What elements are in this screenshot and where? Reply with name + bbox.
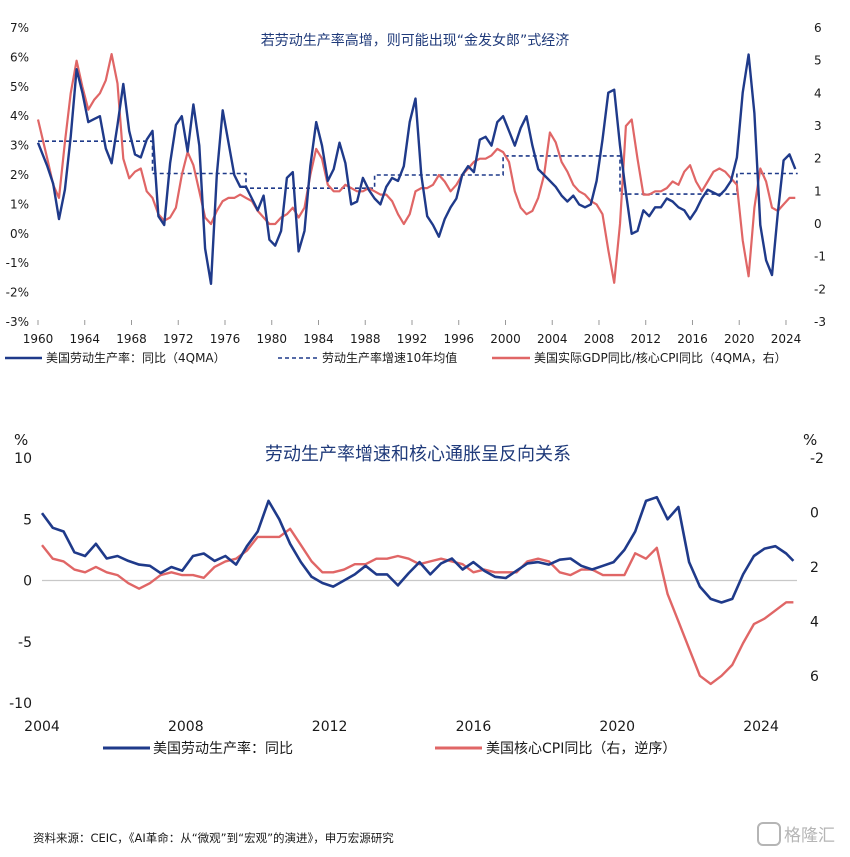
x-tick-label: 2012 bbox=[312, 719, 348, 735]
x-tick-label: 1976 bbox=[210, 332, 241, 346]
chart2-left-unit: % bbox=[14, 431, 28, 449]
x-tick-label: 2008 bbox=[168, 719, 204, 735]
y-left-tick-label: 5% bbox=[10, 80, 29, 94]
chart1-title: 若劳动生产率高增，则可能出现“金发女郎”式经济 bbox=[261, 32, 570, 49]
watermark-icon bbox=[757, 822, 781, 846]
legend-label-cpi: 美国核心CPI同比（右，逆序） bbox=[486, 741, 676, 757]
y-right-tick-label: 2 bbox=[810, 560, 819, 576]
y-left-tick-label: 4% bbox=[10, 109, 29, 123]
chart2-left-axis: 10 5 0 -5 -10 bbox=[9, 451, 32, 712]
y-left-tick-label: 6% bbox=[10, 50, 29, 64]
y-right-tick-label: 0 bbox=[814, 217, 822, 231]
x-tick-label: 1992 bbox=[397, 332, 428, 346]
x-tick-label: 1960 bbox=[23, 332, 54, 346]
y-right-tick-label: -1 bbox=[814, 250, 826, 264]
x-tick-label: 1980 bbox=[256, 332, 287, 346]
y-right-tick-label: 6 bbox=[814, 21, 822, 35]
y-right-tick-label: -3 bbox=[814, 315, 826, 329]
series-gdp-cpi-ratio-line bbox=[36, 53, 796, 284]
x-tick-label: 2016 bbox=[456, 719, 492, 735]
y-left-tick-label: -3% bbox=[6, 315, 29, 329]
y-left-tick-label: 3% bbox=[10, 139, 29, 153]
chart2-right-unit: % bbox=[803, 431, 817, 449]
y-right-tick-label: 3 bbox=[814, 119, 822, 133]
y-right-tick-label: -2 bbox=[810, 451, 824, 467]
y-left-tick-label: 0% bbox=[10, 227, 29, 241]
y-left-tick-label: -5 bbox=[18, 635, 32, 651]
y-right-tick-label: 6 bbox=[810, 669, 819, 685]
y-left-tick-label: -10 bbox=[9, 696, 32, 712]
watermark-logo: 格隆汇 bbox=[757, 822, 835, 846]
y-right-tick-label: 4 bbox=[814, 86, 822, 100]
chart2-title: 劳动生产率增速和核心通胀呈反向关系 bbox=[265, 444, 571, 465]
x-tick-label: 2004 bbox=[24, 719, 60, 735]
x-tick-label: 2020 bbox=[724, 332, 755, 346]
y-left-tick-label: 0 bbox=[23, 574, 32, 590]
y-left-tick-label: -1% bbox=[6, 256, 29, 270]
x-tick-label: 1964 bbox=[69, 332, 100, 346]
x-tick-label: 1984 bbox=[303, 332, 334, 346]
y-right-tick-label: 0 bbox=[810, 505, 819, 521]
chart2-right-axis: -2 0 2 4 6 bbox=[810, 451, 824, 685]
y-right-tick-label: 4 bbox=[810, 614, 819, 630]
x-tick-label: 2016 bbox=[677, 332, 708, 346]
y-right-tick-label: 1 bbox=[814, 184, 822, 198]
x-tick-label: 2020 bbox=[599, 719, 635, 735]
legend-label-productivity-2: 美国劳动生产率：同比 bbox=[153, 740, 293, 757]
chart1-right-axis: 6 5 4 3 2 1 0 -1 -2 -3 bbox=[814, 21, 826, 329]
series-productivity-line-2 bbox=[40, 495, 795, 604]
legend-label-ratio: 美国实际GDP同比/核心CPI同比（4QMA，右） bbox=[534, 350, 787, 365]
chart-productivity-vs-gdp-cpi: 若劳动生产率高增，则可能出现“金发女郎”式经济 7% 6% 5% 4% 3% 2% 1% 0%… bbox=[5, 21, 826, 365]
y-right-tick-label: -2 bbox=[814, 282, 826, 296]
x-tick-label: 2004 bbox=[537, 332, 568, 346]
legend-label-productivity: 美国劳动生产率：同比（4QMA） bbox=[46, 350, 226, 365]
x-tick-label: 2024 bbox=[743, 719, 779, 735]
series-productivity-line bbox=[36, 53, 797, 285]
chart2-legend: 美国劳动生产率：同比 美国核心CPI同比（右，逆序） bbox=[103, 740, 676, 757]
chart1-plot-area bbox=[36, 53, 798, 285]
watermark-text: 格隆汇 bbox=[784, 826, 835, 846]
x-tick-label: 2024 bbox=[771, 332, 802, 346]
x-tick-label: 2012 bbox=[630, 332, 661, 346]
chart2-plot-area bbox=[40, 495, 797, 686]
x-tick-label: 2008 bbox=[584, 332, 615, 346]
x-tick-label: 1968 bbox=[116, 332, 147, 346]
source-note: 资料来源：CEIC，《AI革命：从“微观”到“宏观”的演进》，申万宏源研究 bbox=[33, 831, 394, 845]
y-right-tick-label: 2 bbox=[814, 152, 822, 166]
series-core-cpi-line bbox=[41, 527, 794, 686]
legend-label-avg10: 劳动生产率增速10年均值 bbox=[322, 350, 457, 365]
y-left-tick-label: 1% bbox=[10, 197, 29, 211]
y-left-tick-label: 10 bbox=[14, 451, 32, 467]
series-avg10-line bbox=[38, 140, 798, 195]
x-tick-label: 1972 bbox=[163, 332, 194, 346]
chart1-left-axis: 7% 6% 5% 4% 3% 2% 1% 0% -1% -2% -3% bbox=[6, 21, 29, 329]
y-left-tick-label: -2% bbox=[6, 286, 29, 300]
y-left-tick-label: 5 bbox=[23, 512, 32, 528]
y-left-tick-label: 7% bbox=[10, 21, 29, 35]
y-right-tick-label: 5 bbox=[814, 54, 822, 68]
chart-productivity-vs-core-cpi: % % 劳动生产率增速和核心通胀呈反向关系 10 5 0 -5 -10 -2 0 2 4 6 2… bbox=[9, 431, 824, 757]
chart1-x-axis: 1960 1964 1968 1972 1976 1980 1984 1988 1992 1996… bbox=[23, 320, 802, 346]
x-tick-label: 1996 bbox=[443, 332, 474, 346]
chart1-legend: 美国劳动生产率：同比（4QMA） 劳动生产率增速10年均值 美国实际GDP同比/… bbox=[5, 350, 787, 365]
chart2-x-axis: 2004 2008 2012 2016 2020 2024 bbox=[24, 719, 779, 735]
x-tick-label: 2000 bbox=[490, 332, 521, 346]
x-tick-label: 1988 bbox=[350, 332, 381, 346]
y-left-tick-label: 2% bbox=[10, 168, 29, 182]
